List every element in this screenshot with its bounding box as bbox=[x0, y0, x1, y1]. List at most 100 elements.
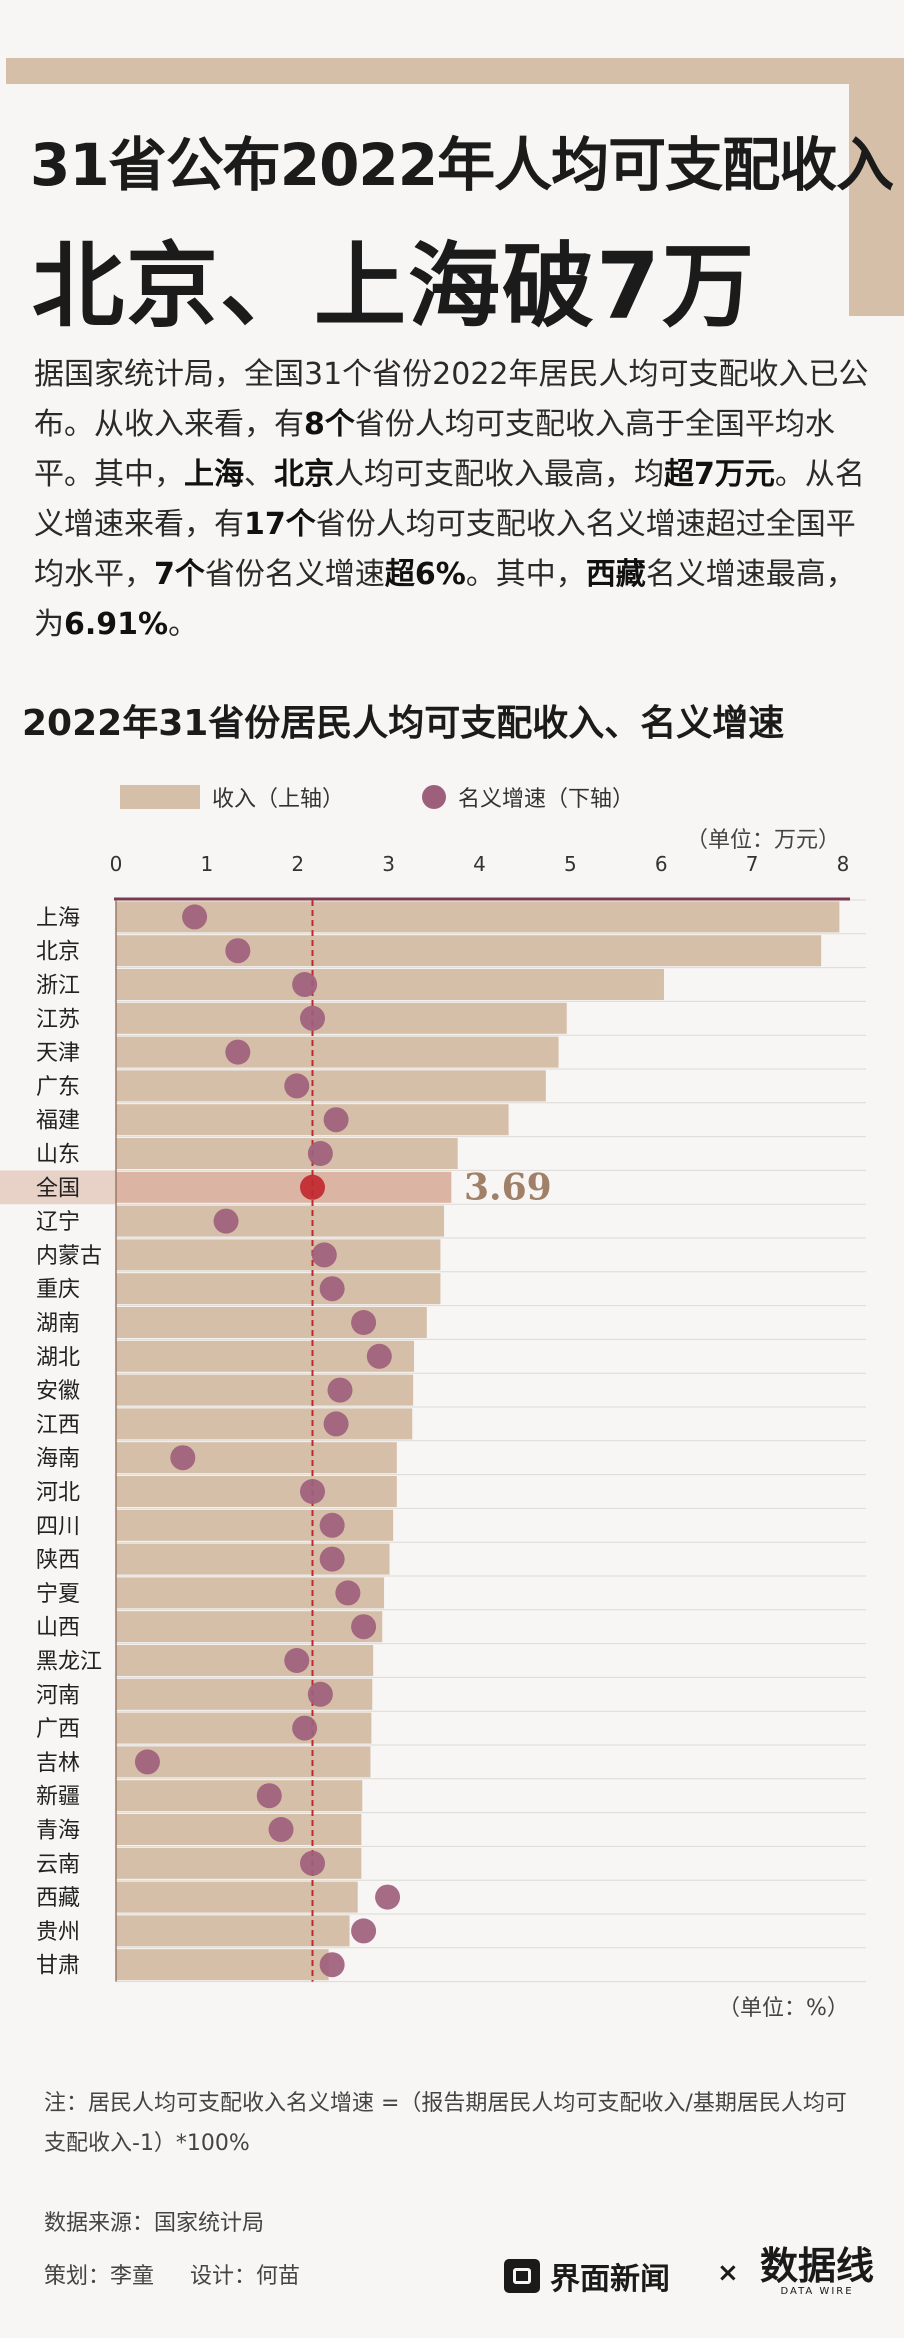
growth-dot bbox=[182, 904, 208, 930]
legend-growth-swatch bbox=[422, 785, 447, 809]
top-axis-tick-label: 3 bbox=[382, 852, 395, 876]
growth-dot bbox=[284, 1073, 310, 1099]
growth-dot bbox=[170, 1445, 196, 1471]
category-label: 全国 bbox=[36, 1176, 80, 1201]
category-label: 广东 bbox=[36, 1075, 80, 1100]
category-label: 重庆 bbox=[36, 1278, 80, 1303]
bottom-axis-unit: （单位：%） bbox=[718, 1996, 849, 2021]
income-bar bbox=[116, 1611, 383, 1643]
growth-dot bbox=[319, 1512, 345, 1538]
jiemian-logo: 界面新闻 bbox=[504, 2254, 670, 2298]
jiemian-logo-icon bbox=[504, 2259, 540, 2293]
growth-dot bbox=[311, 1242, 337, 1268]
income-bar bbox=[116, 1543, 390, 1575]
income-bar bbox=[116, 1881, 358, 1913]
growth-dot bbox=[366, 1343, 392, 1369]
growth-dot bbox=[351, 1310, 377, 1335]
datawire-logo: 数据线 DATA WIRE bbox=[760, 2243, 875, 2298]
growth-dot bbox=[292, 972, 318, 997]
category-label: 北京 bbox=[36, 940, 80, 965]
income-bar bbox=[116, 1408, 413, 1440]
growth-dot bbox=[300, 1174, 325, 1200]
growth-dot bbox=[351, 1918, 377, 1944]
growth-dot bbox=[323, 1107, 349, 1133]
top-axis-tick-label: 7 bbox=[746, 852, 759, 876]
growth-dot bbox=[134, 1749, 160, 1775]
category-label: 山东 bbox=[36, 1143, 80, 1168]
category-label: 湖南 bbox=[36, 1312, 80, 1337]
category-label: 上海 bbox=[36, 906, 80, 931]
jiemian-logo-text: 界面新闻 bbox=[550, 2262, 670, 2297]
top-axis-tick-label: 1 bbox=[201, 852, 214, 876]
top-axis-tick-label: 0 bbox=[110, 852, 123, 876]
category-label: 甘肃 bbox=[36, 1954, 80, 1979]
growth-dot bbox=[300, 1005, 325, 1031]
growth-dot bbox=[351, 1614, 377, 1640]
income-bar bbox=[116, 901, 840, 933]
category-label: 云南 bbox=[36, 1852, 80, 1877]
category-label: 辽宁 bbox=[36, 1210, 80, 1235]
income-bar bbox=[116, 1307, 427, 1338]
category-label: 广西 bbox=[36, 1717, 80, 1742]
income-bar bbox=[116, 1070, 546, 1102]
chart-legend: 收入（上轴） 名义增速（下轴） bbox=[120, 780, 634, 814]
category-label: 黑龙江 bbox=[36, 1650, 102, 1675]
logo-separator: × bbox=[717, 2258, 739, 2288]
category-label: 江苏 bbox=[36, 1007, 80, 1032]
income-bar bbox=[116, 1949, 329, 1981]
category-label: 江西 bbox=[36, 1413, 80, 1438]
income-bar bbox=[116, 1780, 363, 1812]
intro-paragraph: 据国家统计局，全国31个省份2022年居民人均可支配收入已公布。从收入来看，有8… bbox=[34, 357, 869, 642]
category-label: 内蒙古 bbox=[36, 1244, 102, 1269]
growth-dot bbox=[292, 1715, 318, 1741]
growth-dot bbox=[323, 1411, 349, 1437]
category-label: 福建 bbox=[36, 1109, 80, 1134]
category-label: 河南 bbox=[36, 1683, 80, 1708]
legend-growth-label: 名义增速（下轴） bbox=[458, 787, 635, 812]
top-axis-tick-label: 6 bbox=[655, 852, 668, 876]
highlight-row-band bbox=[0, 1170, 116, 1205]
data-source: 数据来源：国家统计局 bbox=[44, 2211, 265, 2236]
category-label: 湖北 bbox=[36, 1345, 80, 1370]
income-bar bbox=[116, 1509, 394, 1541]
category-label: 四川 bbox=[36, 1514, 80, 1539]
income-bar bbox=[116, 1036, 559, 1068]
category-label: 新疆 bbox=[36, 1785, 80, 1810]
growth-dot bbox=[375, 1884, 401, 1910]
category-label: 海南 bbox=[36, 1447, 80, 1472]
income-bar bbox=[116, 1442, 397, 1474]
income-bar bbox=[116, 1171, 452, 1203]
growth-dot bbox=[300, 1479, 325, 1504]
credit-plan: 策划：李童 bbox=[44, 2264, 155, 2289]
category-label: 浙江 bbox=[36, 974, 80, 999]
growth-dot bbox=[256, 1783, 282, 1809]
category-label: 山西 bbox=[36, 1616, 80, 1641]
growth-dot bbox=[225, 1039, 251, 1065]
category-label: 吉林 bbox=[36, 1751, 80, 1776]
income-bar bbox=[116, 1374, 414, 1406]
highlight-value-label: 3.69 bbox=[464, 1166, 552, 1208]
income-bar bbox=[116, 1645, 374, 1676]
growth-dot bbox=[335, 1580, 361, 1606]
growth-dot bbox=[319, 1952, 345, 1978]
category-label: 西藏 bbox=[36, 1886, 80, 1911]
income-bar bbox=[116, 935, 822, 967]
growth-dot bbox=[307, 1681, 333, 1707]
growth-dot bbox=[213, 1208, 239, 1234]
growth-dot bbox=[300, 1850, 325, 1876]
chart-title: 2022年31省份居民人均可支配收入、名义增速 bbox=[22, 703, 785, 744]
category-label: 贵州 bbox=[36, 1920, 80, 1945]
datawire-logo-subtext: DATA WIRE bbox=[780, 2286, 854, 2297]
top-axis-unit: （单位：万元） bbox=[686, 828, 841, 853]
top-axis-tick-label: 2 bbox=[291, 852, 304, 876]
footnote: 注：居民人均可支配收入名义增速 =（报告期居民人均可支配收入/基期居民人均可支配… bbox=[44, 2091, 847, 2156]
growth-dot bbox=[319, 1546, 345, 1572]
category-label: 宁夏 bbox=[36, 1582, 80, 1607]
datawire-logo-text: 数据线 bbox=[760, 2243, 875, 2288]
income-bar bbox=[116, 1814, 362, 1845]
income-bar bbox=[116, 969, 664, 1000]
growth-dot bbox=[268, 1817, 294, 1842]
growth-dot bbox=[307, 1141, 333, 1166]
category-label: 陕西 bbox=[36, 1548, 80, 1573]
category-label: 安徽 bbox=[36, 1379, 80, 1404]
